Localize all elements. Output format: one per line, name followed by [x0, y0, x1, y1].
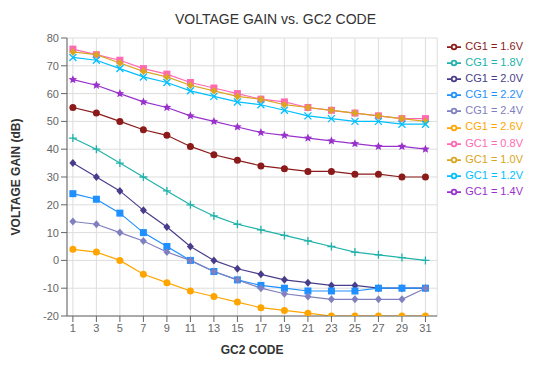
svg-text:15: 15 [231, 322, 243, 334]
svg-text:3: 3 [93, 322, 99, 334]
svg-text:-20: -20 [43, 310, 59, 322]
html-text:GC1 = 0.8V: GC1 = 0.8V [465, 136, 523, 149]
svg-text:70: 70 [47, 60, 59, 72]
html-text:GC1 = 1.2V: GC1 = 1.2V [465, 168, 523, 181]
html-text:CG1 = 1.6V: CG1 = 1.6V [465, 40, 523, 52]
svg-text:50: 50 [47, 115, 59, 127]
html-text:CG1 = 2.2V: CG1 = 2.2V [465, 88, 523, 101]
svg-text:25: 25 [349, 322, 361, 334]
svg-text:9: 9 [164, 322, 170, 334]
svg-text:40: 40 [47, 143, 59, 155]
svg-text:30: 30 [47, 171, 59, 183]
svg-text:1: 1 [70, 322, 76, 334]
svg-text:7: 7 [140, 322, 146, 334]
svg-text:17: 17 [255, 322, 267, 334]
svg-text:27: 27 [372, 322, 384, 334]
svg-text:-10: -10 [43, 282, 59, 294]
html-text:GC1 = 1.0V: GC1 = 1.0V [465, 152, 523, 165]
svg-text:10: 10 [47, 227, 59, 239]
svg-text:31: 31 [419, 322, 431, 334]
html-text:CG1 = 1.8V: CG1 = 1.8V [465, 56, 523, 69]
svg-text:19: 19 [278, 322, 290, 334]
svg-text:13: 13 [208, 322, 220, 334]
svg-text:60: 60 [47, 88, 59, 100]
svg-text:21: 21 [302, 322, 314, 334]
svg-text:20: 20 [47, 199, 59, 211]
html-text:CG1 = 2.6V: CG1 = 2.6V [465, 120, 523, 133]
html-text:CG1 = 2.0V: CG1 = 2.0V [465, 72, 523, 85]
svg-text:0: 0 [53, 254, 59, 266]
svg-text:GC2 CODE: GC2 CODE [221, 343, 284, 357]
html-text:GC1 = 1.4V: GC1 = 1.4V [465, 184, 523, 197]
html-text:CG1 = 2.4V: CG1 = 2.4V [465, 104, 523, 117]
svg-text:11: 11 [185, 322, 196, 334]
svg-text:VOLTAGE GAIN (dB): VOLTAGE GAIN (dB) [9, 119, 23, 236]
svg-text:5: 5 [117, 322, 123, 334]
svg-text:29: 29 [396, 322, 408, 334]
svg-text:23: 23 [325, 322, 337, 334]
html-text:VOLTAGE GAIN vs. GC2 CODE: VOLTAGE GAIN vs. GC2 CODE [175, 11, 376, 27]
svg-text:80: 80 [47, 32, 59, 44]
